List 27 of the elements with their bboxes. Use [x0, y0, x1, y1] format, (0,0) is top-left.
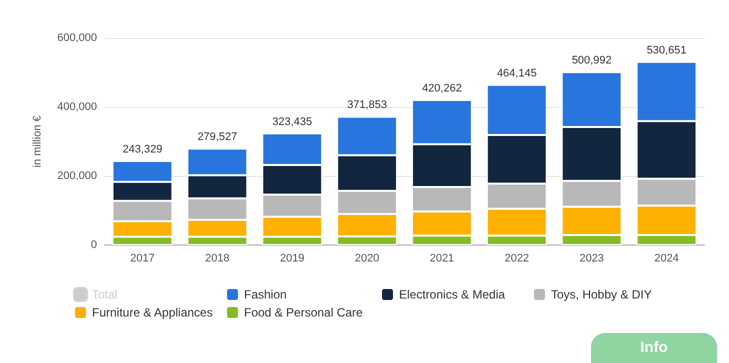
- total-label: 530,651: [646, 44, 686, 56]
- y-axis-title: in million €: [32, 116, 44, 168]
- y-tick-label: 400,000: [57, 101, 97, 113]
- x-tick-label: 2018: [205, 252, 230, 264]
- total-label: 500,992: [572, 54, 612, 67]
- x-tick-label: 2019: [280, 252, 304, 264]
- y-tick-label: 0: [90, 239, 97, 251]
- info-button: Info: [591, 333, 717, 363]
- x-tick-label: 2022: [504, 252, 530, 264]
- legend-label: Fashion: [244, 288, 287, 302]
- legend-label: Food & Personal Care: [244, 306, 364, 320]
- legend-label: Electronics & Media: [399, 288, 506, 302]
- legend-label: Furniture & Appliances: [92, 306, 213, 320]
- total-label: 371,853: [347, 99, 387, 112]
- total-label: 323,435: [272, 116, 312, 128]
- y-tick-label: 200,000: [57, 170, 97, 182]
- y-tick-label: 600,000: [57, 32, 97, 44]
- total-label: 464,145: [496, 67, 537, 80]
- x-tick-label: 2023: [579, 252, 604, 264]
- x-tick-label: 2017: [130, 252, 155, 264]
- total-label: 279,527: [197, 131, 238, 144]
- total-label: 420,262: [422, 82, 462, 95]
- total-label: 243,329: [122, 144, 162, 156]
- legend-label: Toys, Hobby & DIY: [551, 288, 652, 302]
- x-tick-label: 2024: [654, 252, 679, 264]
- x-tick-label: 2021: [430, 252, 454, 264]
- x-tick-label: 2020: [354, 252, 380, 264]
